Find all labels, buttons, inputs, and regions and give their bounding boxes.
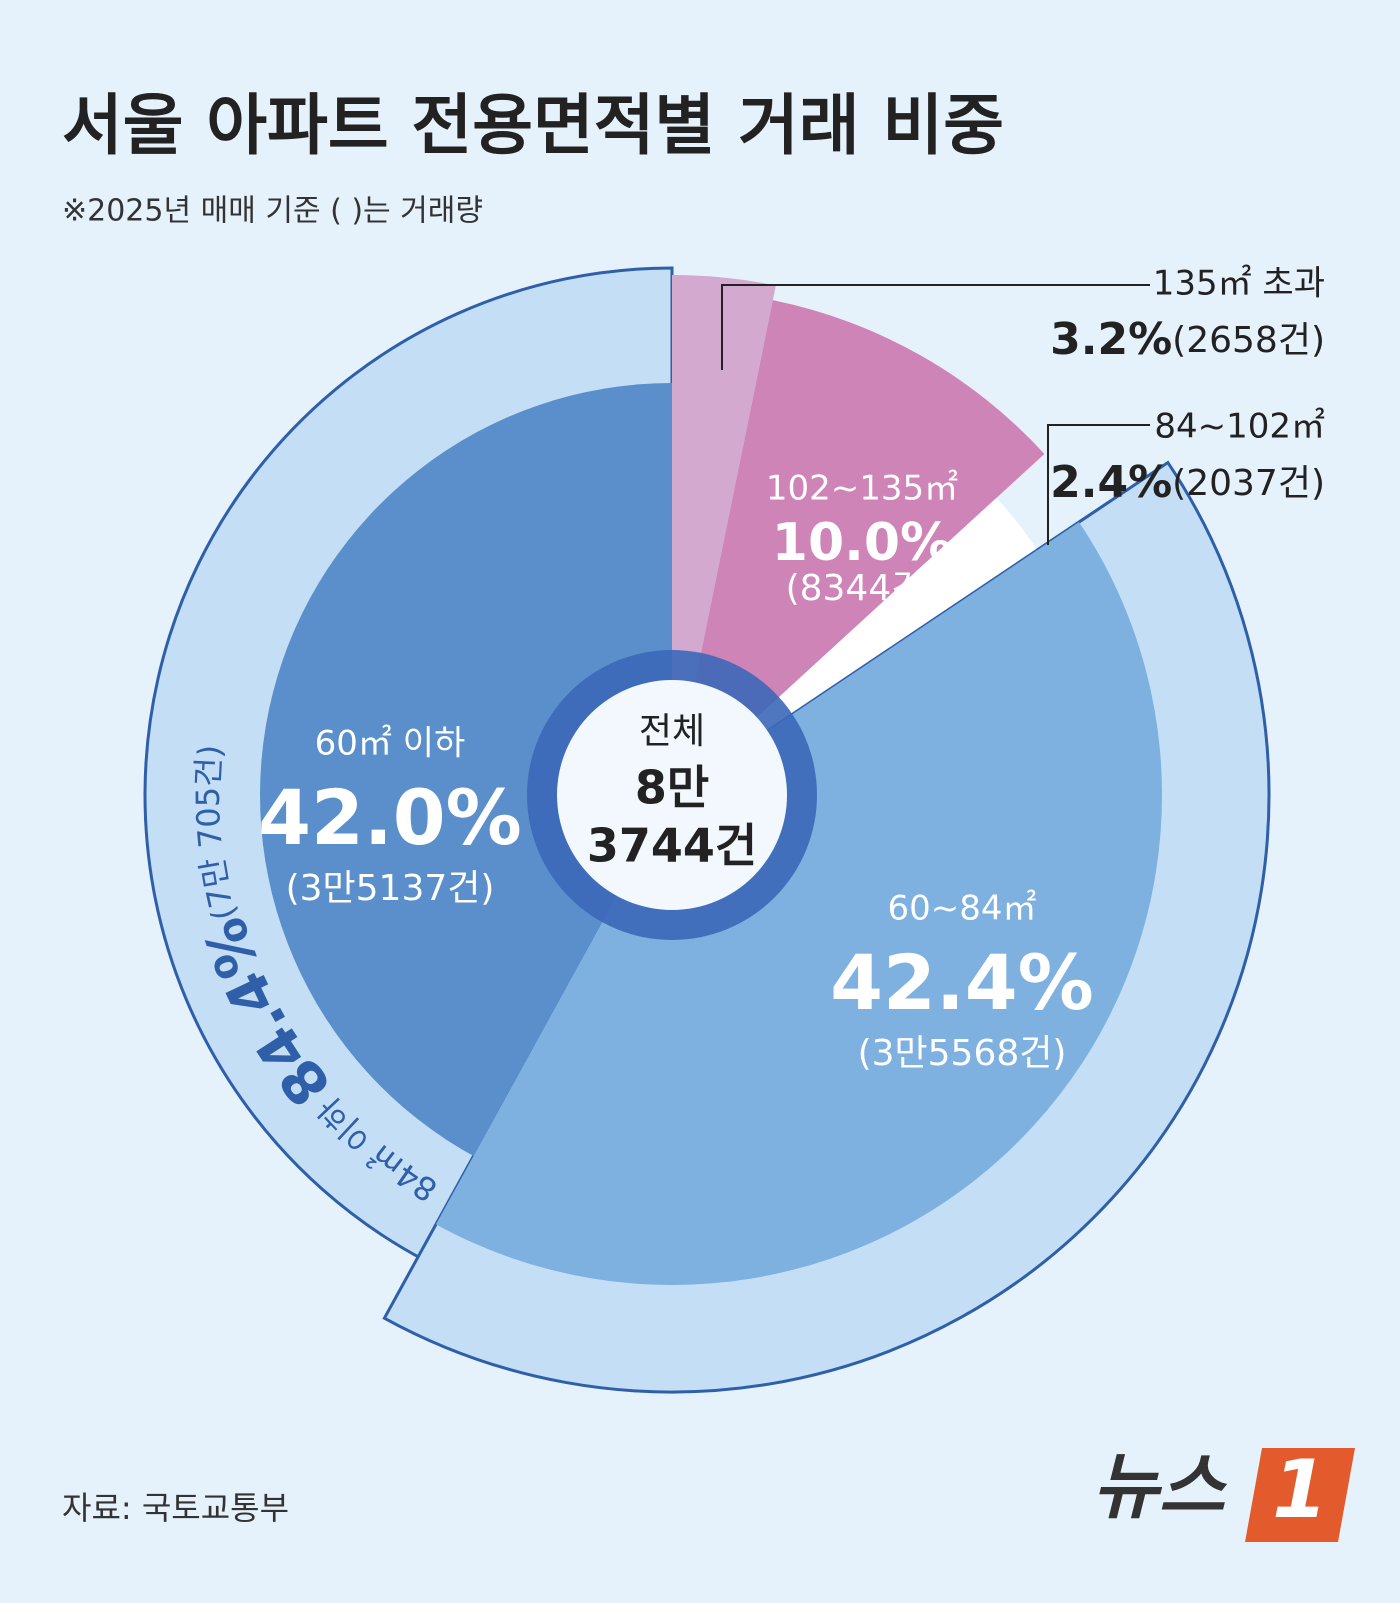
chart-subtitle: ※2025년 매매 기준 ( )는 거래량 <box>62 194 483 229</box>
value-label: 2.4%(2037건) <box>1050 457 1325 508</box>
slice <box>672 300 1045 795</box>
category-label: 60~84㎡ <box>887 889 1036 929</box>
value-label: 3.2%(2658건) <box>1050 314 1325 365</box>
logo-badge <box>1245 1448 1355 1542</box>
leader-line <box>721 284 1150 370</box>
chart-title: 서울 아파트 전용면적별 거래 비중 <box>62 87 1004 164</box>
center-disc <box>557 680 787 910</box>
logo-mark: 1 <box>1272 1443 1328 1536</box>
category-label: 60㎡ 이하 <box>315 724 466 764</box>
value-label: 3.2% <box>1050 314 1172 365</box>
count-label: (3만5137건) <box>286 868 495 909</box>
slice <box>260 383 672 1157</box>
count-label: (2658건) <box>1172 320 1325 361</box>
category-label: 135㎡ 초과 <box>1153 264 1325 304</box>
slice <box>435 522 1162 1285</box>
category-label: 102~135㎡ <box>766 469 958 509</box>
count-label: (2037건) <box>1172 463 1325 504</box>
value-label: 42.0% <box>258 773 522 862</box>
center-label: 3744건 <box>587 819 757 873</box>
value-label: 10.0% <box>772 513 952 573</box>
center-label: 8만 <box>635 761 709 815</box>
center-label: 전체 <box>639 711 705 752</box>
logo-text: 뉴스 <box>1093 1445 1228 1529</box>
count-label: (8344건) <box>786 568 939 609</box>
value-label: 42.4% <box>830 938 1094 1027</box>
source: 자료: 국토교통부 <box>62 1489 289 1527</box>
value-label: 2.4% <box>1050 457 1172 508</box>
leader-line <box>1047 424 1150 545</box>
count-label: (3만5568건) <box>858 1033 1067 1074</box>
category-label: 84~102㎡ <box>1154 407 1325 447</box>
